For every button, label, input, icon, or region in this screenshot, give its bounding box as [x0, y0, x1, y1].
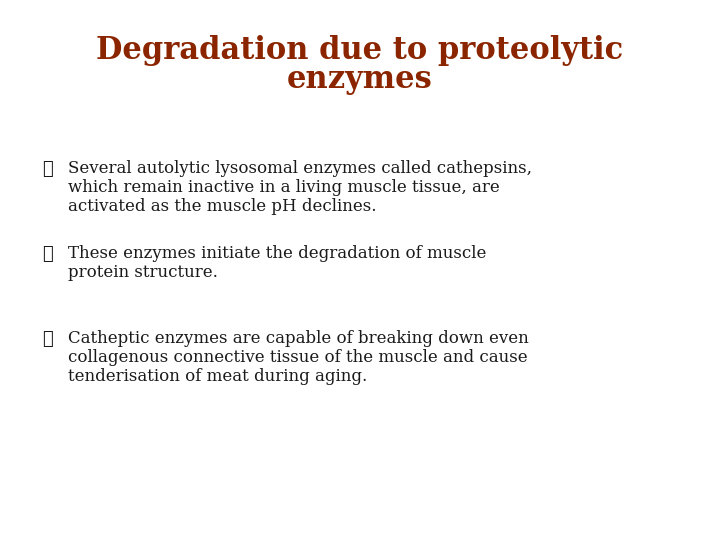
- Text: protein structure.: protein structure.: [68, 264, 218, 281]
- Text: ✓: ✓: [42, 245, 53, 263]
- Text: ✓: ✓: [42, 330, 53, 348]
- Text: Catheptic enzymes are capable of breaking down even: Catheptic enzymes are capable of breakin…: [68, 330, 528, 347]
- Text: enzymes: enzymes: [287, 64, 433, 95]
- Text: ✓: ✓: [42, 160, 53, 178]
- Text: collagenous connective tissue of the muscle and cause: collagenous connective tissue of the mus…: [68, 349, 528, 366]
- Text: Several autolytic lysosomal enzymes called cathepsins,: Several autolytic lysosomal enzymes call…: [68, 160, 532, 177]
- Text: These enzymes initiate the degradation of muscle: These enzymes initiate the degradation o…: [68, 245, 487, 262]
- Text: tenderisation of meat during aging.: tenderisation of meat during aging.: [68, 368, 367, 385]
- Text: activated as the muscle pH declines.: activated as the muscle pH declines.: [68, 198, 377, 215]
- Text: which remain inactive in a living muscle tissue, are: which remain inactive in a living muscle…: [68, 179, 500, 196]
- Text: Degradation due to proteolytic: Degradation due to proteolytic: [96, 35, 624, 66]
